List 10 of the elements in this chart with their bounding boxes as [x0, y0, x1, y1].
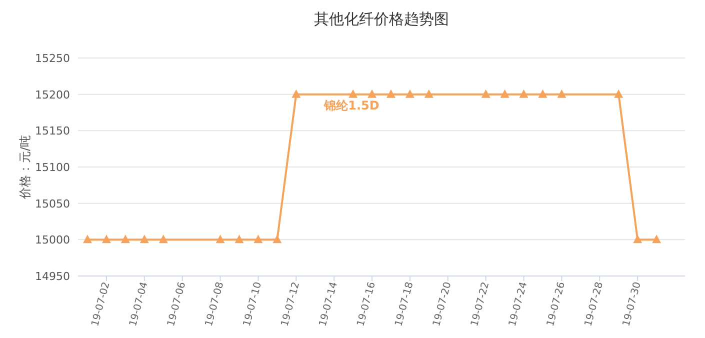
y-tick-label: 15100	[35, 161, 70, 174]
y-tick-label: 15250	[35, 52, 70, 65]
y-tick-label: 15200	[35, 88, 70, 102]
series-label: 锦纶1.5D	[323, 98, 380, 112]
chart-title: 其他化纤价格趋势图	[314, 10, 449, 28]
y-axis-title: 价格：元/吨	[18, 134, 32, 200]
y-tick-label: 15000	[35, 234, 70, 247]
y-tick-label: 14950	[35, 270, 70, 283]
y-tick-label: 15050	[35, 197, 70, 210]
y-tick-label: 15150	[35, 124, 70, 138]
